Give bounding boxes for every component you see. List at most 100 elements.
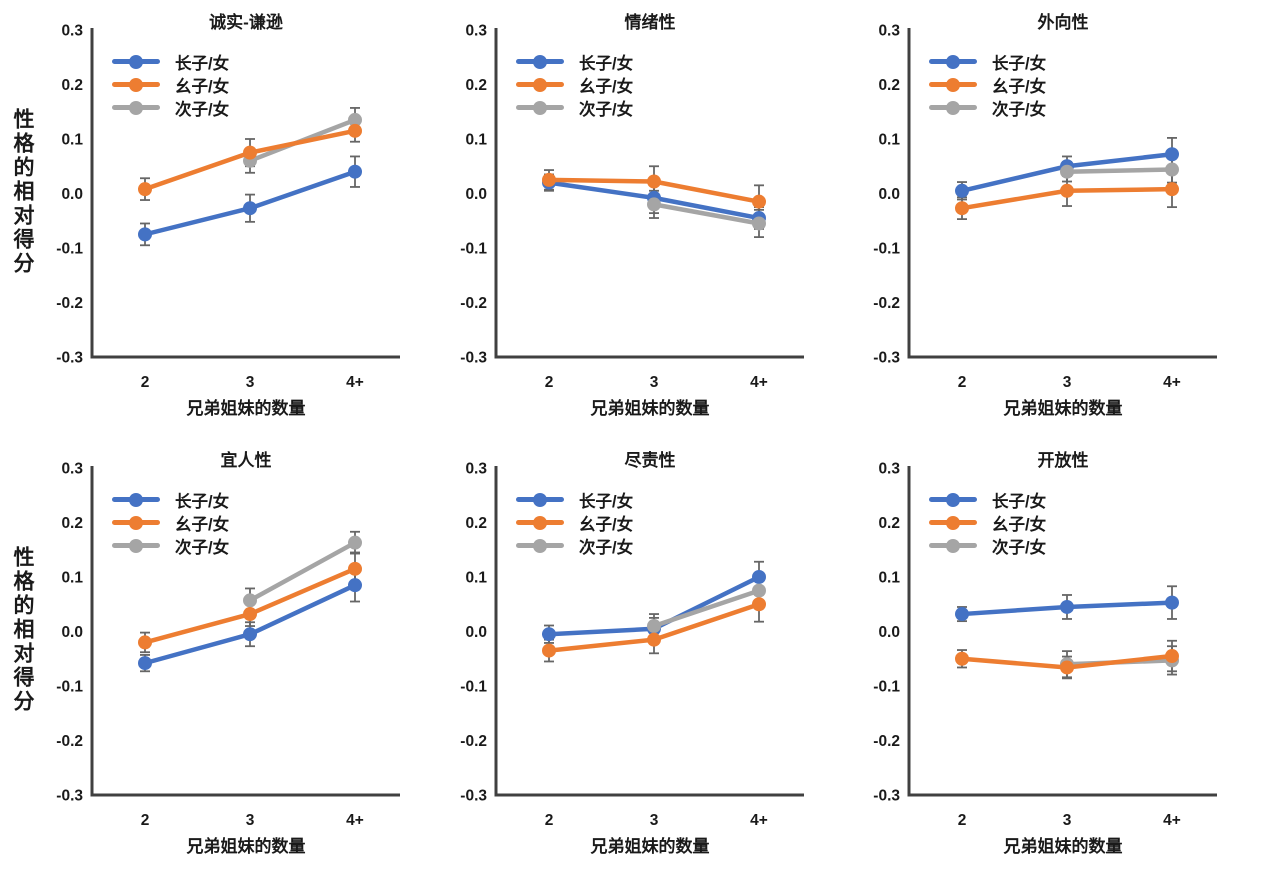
data-point bbox=[243, 593, 257, 608]
legend-dot bbox=[129, 538, 143, 553]
legend-dot bbox=[533, 492, 547, 507]
legend-item-1: 长子/女 bbox=[112, 488, 229, 511]
y-tick-label: -0.1 bbox=[873, 241, 900, 258]
legend-marker-icon bbox=[516, 73, 564, 96]
panel-title: 情绪性 bbox=[624, 13, 676, 32]
plot-area: 0.3 0.2 0.1 0.0 -0.1 -0.2 -0.3 2 3 4+ 兄弟姐妹的数量 bbox=[460, 461, 804, 856]
legend-marker-icon bbox=[112, 511, 160, 534]
plot-area: 0.3 0.2 0.1 0.0 -0.1 -0.2 -0.3 2 3 4+ 兄弟姐妹的数量 bbox=[56, 23, 400, 418]
data-point bbox=[1165, 182, 1179, 197]
panel-title: 外向性 bbox=[1037, 13, 1089, 32]
y-tick-label: -0.2 bbox=[56, 295, 83, 312]
legend-marker-icon bbox=[929, 534, 977, 557]
y-tick-label: -0.2 bbox=[873, 733, 900, 750]
x-tick-label: 3 bbox=[246, 374, 255, 391]
data-point bbox=[647, 632, 661, 647]
data-point bbox=[348, 123, 362, 138]
panel-4: 宜人性 0.3 0.2 0.1 0.0 -0.1 -0.2 -0.3 2 3 4+ 兄弟姐妹的数量 … bbox=[0, 438, 450, 885]
legend-dot bbox=[946, 515, 960, 530]
legend-marker-icon bbox=[929, 511, 977, 534]
data-point bbox=[348, 578, 362, 593]
series-middleborn bbox=[647, 583, 766, 634]
y-tick-label: -0.2 bbox=[56, 733, 83, 750]
legend-item-2: 幺子/女 bbox=[112, 73, 229, 96]
y-tick-label: -0.3 bbox=[56, 788, 83, 805]
legend-label: 次子/女 bbox=[579, 100, 634, 119]
legend-label: 次子/女 bbox=[992, 538, 1047, 557]
x-tick-label: 2 bbox=[545, 812, 554, 829]
legend-item-3: 次子/女 bbox=[516, 534, 633, 557]
x-tick-label: 3 bbox=[650, 812, 659, 829]
data-point bbox=[752, 570, 766, 584]
data-point bbox=[647, 197, 661, 212]
data-point bbox=[138, 635, 152, 650]
panel-6: 开放性 0.3 0.2 0.1 0.0 -0.1 -0.2 -0.3 2 3 4+ 兄弟姐妹的数量 … bbox=[817, 438, 1267, 885]
data-point bbox=[1060, 183, 1074, 198]
y-axis-title-row2: 性格的相对得分 bbox=[11, 546, 34, 714]
y-tick-label: 0.1 bbox=[878, 570, 900, 587]
series-firstborn bbox=[138, 164, 362, 242]
data-point bbox=[955, 607, 969, 622]
legend-dot bbox=[946, 54, 960, 69]
panel-3: 外向性 0.3 0.2 0.1 0.0 -0.1 -0.2 -0.3 2 3 4+ 兄弟姐妹的数量 … bbox=[817, 0, 1267, 447]
y-tick-label: -0.1 bbox=[873, 679, 900, 696]
data-point bbox=[1165, 147, 1179, 162]
legend-label: 次子/女 bbox=[992, 100, 1047, 119]
data-point bbox=[752, 216, 766, 231]
data-point bbox=[348, 112, 362, 127]
data-point bbox=[1165, 649, 1179, 664]
plot-area: 0.3 0.2 0.1 0.0 -0.1 -0.2 -0.3 2 3 4+ 兄弟姐妹的数量 bbox=[56, 461, 400, 856]
legend-dot bbox=[533, 515, 547, 530]
legend-dot bbox=[533, 538, 547, 553]
series-firstborn bbox=[138, 578, 362, 671]
y-tick-label: 0.2 bbox=[61, 515, 83, 532]
legend-marker-icon bbox=[516, 50, 564, 73]
data-point bbox=[542, 172, 556, 187]
series-lastborn bbox=[542, 172, 766, 209]
legend-marker-icon bbox=[112, 73, 160, 96]
x-tick-label: 2 bbox=[141, 374, 150, 391]
y-tick-label: 0.1 bbox=[61, 570, 83, 587]
y-tick-label: -0.2 bbox=[460, 733, 487, 750]
data-point bbox=[138, 227, 152, 242]
x-tick-label: 3 bbox=[1063, 812, 1072, 829]
y-tick-label: 0.0 bbox=[465, 624, 487, 641]
y-tick-label: 0.2 bbox=[465, 77, 487, 94]
data-point bbox=[752, 194, 766, 209]
panel-2: 情绪性 0.3 0.2 0.1 0.0 -0.1 -0.2 -0.3 2 3 4+ 兄弟姐妹的数量 … bbox=[404, 0, 854, 447]
legend-label: 幺子/女 bbox=[992, 77, 1047, 96]
y-tick-label: 0.0 bbox=[878, 624, 900, 641]
x-tick-label: 2 bbox=[545, 374, 554, 391]
axis-spine bbox=[907, 466, 1217, 797]
data-point bbox=[647, 619, 661, 634]
x-axis-title: 兄弟姐妹的数量 bbox=[590, 398, 710, 418]
legend-dot bbox=[533, 54, 547, 69]
data-point bbox=[1060, 164, 1074, 179]
x-axis-title: 兄弟姐妹的数量 bbox=[1003, 836, 1123, 856]
legend: 长子/女幺子/女次子/女 bbox=[929, 50, 1046, 119]
x-tick-label: 2 bbox=[958, 374, 967, 391]
legend-marker-icon bbox=[112, 534, 160, 557]
legend-marker-icon bbox=[112, 488, 160, 511]
legend-item-3: 次子/女 bbox=[516, 96, 633, 119]
legend-marker-icon bbox=[929, 96, 977, 119]
legend-label: 幺子/女 bbox=[175, 515, 230, 534]
legend-item-2: 幺子/女 bbox=[112, 511, 229, 534]
legend-label: 长子/女 bbox=[992, 54, 1047, 73]
data-point bbox=[348, 535, 362, 550]
plot-area: 0.3 0.2 0.1 0.0 -0.1 -0.2 -0.3 2 3 4+ 兄弟姐妹的数量 bbox=[873, 461, 1217, 856]
series-lastborn bbox=[542, 597, 766, 658]
legend-dot bbox=[129, 492, 143, 507]
y-tick-label: 0.1 bbox=[61, 132, 83, 149]
series-line bbox=[247, 540, 358, 603]
axis-spine bbox=[494, 28, 804, 359]
y-tick-label: -0.3 bbox=[873, 350, 900, 367]
x-tick-label: 3 bbox=[1063, 374, 1072, 391]
data-point bbox=[1165, 162, 1179, 177]
legend-label: 次子/女 bbox=[579, 538, 634, 557]
series-line bbox=[651, 202, 762, 226]
legend-marker-icon bbox=[929, 488, 977, 511]
y-tick-label: 0.3 bbox=[61, 23, 83, 40]
x-axis-title: 兄弟姐妹的数量 bbox=[1003, 398, 1123, 418]
